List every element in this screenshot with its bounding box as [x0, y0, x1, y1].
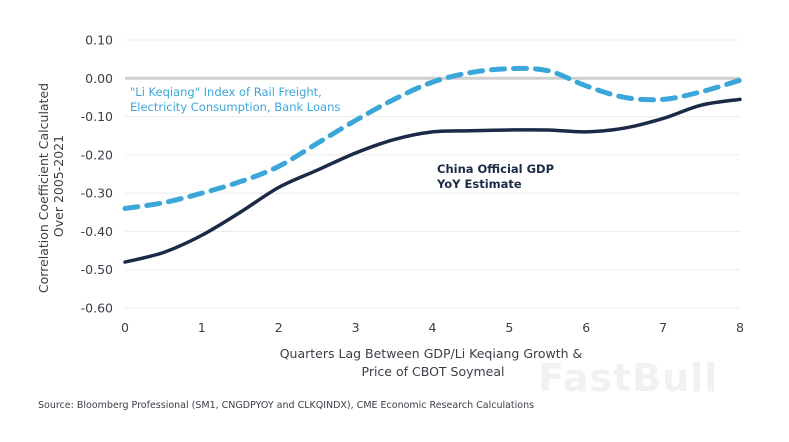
- y-tick-label: 0.00: [85, 71, 113, 86]
- y-tick-label: -0.30: [81, 186, 113, 201]
- y-tick-label: -0.20: [81, 147, 113, 162]
- x-tick-label: 1: [198, 320, 206, 335]
- source-note: Source: Bloomberg Professional (SM1, CNG…: [38, 400, 535, 411]
- y-tick-label: 0.10: [85, 33, 113, 48]
- series-line-li-keqiang-index: [122, 65, 743, 211]
- x-tick-label: 3: [352, 320, 360, 335]
- x-tick-label: 8: [736, 320, 744, 335]
- watermark: FastBull: [538, 356, 719, 400]
- legend-label-li-keqiang-index: "Li Keqiang" Index of Rail Freight, Elec…: [130, 85, 340, 114]
- x-axis-ticks: 0 1 2 3 4 5 6 7 8: [121, 320, 744, 335]
- y-tick-label: -0.60: [81, 301, 113, 316]
- y-axis-ticks: 0.10 0.00 -0.10 -0.20 -0.30 -0.40 -0.50 -0.60: [81, 33, 113, 316]
- series-line-china-gdp: [123, 97, 742, 264]
- legend-label-china-gdp: China Official GDP YoY Estimate: [436, 162, 558, 191]
- x-tick-label: 6: [582, 320, 590, 335]
- gridlines: [125, 39, 740, 309]
- series: [122, 65, 743, 264]
- y-axis-title: Correlation Coefficient Calculated Over …: [36, 79, 66, 293]
- x-tick-label: 7: [659, 320, 667, 335]
- y-tick-label: -0.10: [81, 109, 113, 124]
- y-tick-label: -0.50: [81, 262, 113, 277]
- x-tick-label: 2: [275, 320, 283, 335]
- x-tick-label: 5: [505, 320, 513, 335]
- y-tick-label: -0.40: [81, 224, 113, 239]
- x-axis-title: Quarters Lag Between GDP/Li Keqiang Grow…: [280, 346, 587, 379]
- x-tick-label: 4: [429, 320, 437, 335]
- x-tick-label: 0: [121, 320, 129, 335]
